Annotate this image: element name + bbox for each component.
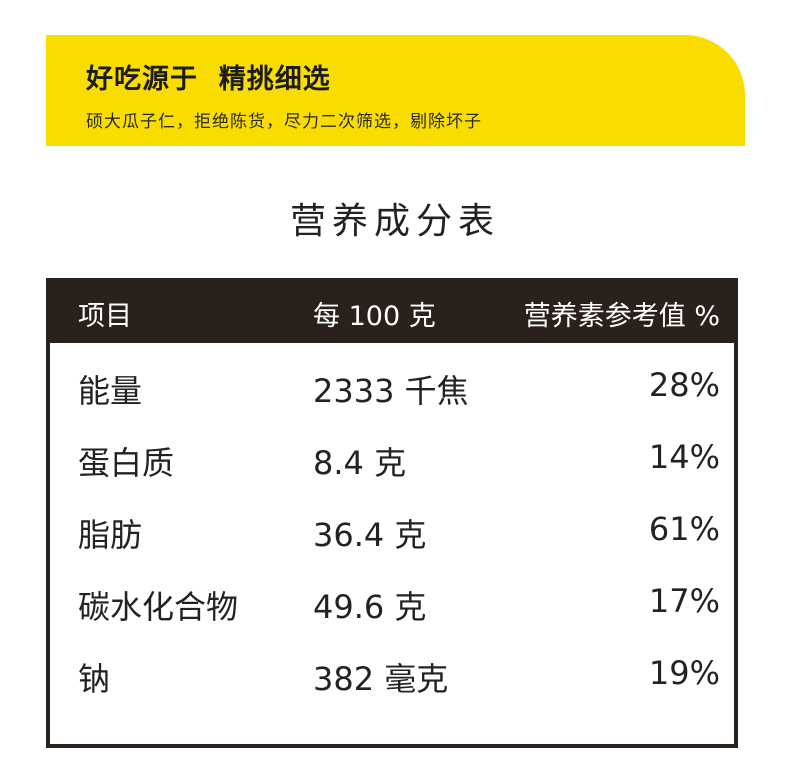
header-per-100g: 每 100 克 xyxy=(313,301,436,332)
row-nrv: 19% xyxy=(648,654,720,692)
promo-banner: 好吃源于 精挑细选 硕大瓜子仁，拒绝陈货，尽力二次筛选，剔除坏子 xyxy=(46,35,745,146)
header-item: 项目 xyxy=(78,301,132,332)
row-item: 蛋白质 xyxy=(78,444,175,482)
nutrition-table-title: 营养成分表 xyxy=(289,201,500,242)
table-row: 脂肪 36.4 克 61% xyxy=(50,494,734,566)
nutrition-table: 项目 每 100 克 营养素参考值 % 能量 2333 千焦 28% 蛋白质 8… xyxy=(46,278,738,748)
row-item: 能量 xyxy=(78,372,143,410)
row-nrv: 14% xyxy=(648,438,720,476)
banner-subtitle: 硕大瓜子仁，拒绝陈货，尽力二次筛选，剔除坏子 xyxy=(86,112,482,132)
row-amount: 8.4 克 xyxy=(313,444,407,482)
row-nrv: 61% xyxy=(648,510,720,548)
table-row: 蛋白质 8.4 克 14% xyxy=(50,422,734,494)
row-nrv: 28% xyxy=(648,366,720,404)
row-amount: 382 毫克 xyxy=(313,660,449,698)
row-amount: 2333 千焦 xyxy=(313,372,469,410)
row-item: 脂肪 xyxy=(78,516,143,554)
row-amount: 49.6 克 xyxy=(313,588,427,626)
row-amount: 36.4 克 xyxy=(313,516,427,554)
banner-title: 好吃源于 精挑细选 xyxy=(86,64,331,95)
row-item: 钠 xyxy=(78,660,111,698)
header-nrv: 营养素参考值 % xyxy=(523,301,720,332)
row-nrv: 17% xyxy=(648,582,720,620)
table-row: 能量 2333 千焦 28% xyxy=(50,350,734,422)
row-item: 碳水化合物 xyxy=(78,588,239,626)
table-row: 碳水化合物 49.6 克 17% xyxy=(50,566,734,638)
table-header: 项目 每 100 克 营养素参考值 % xyxy=(50,278,734,343)
table-row: 钠 382 毫克 19% xyxy=(50,638,734,710)
